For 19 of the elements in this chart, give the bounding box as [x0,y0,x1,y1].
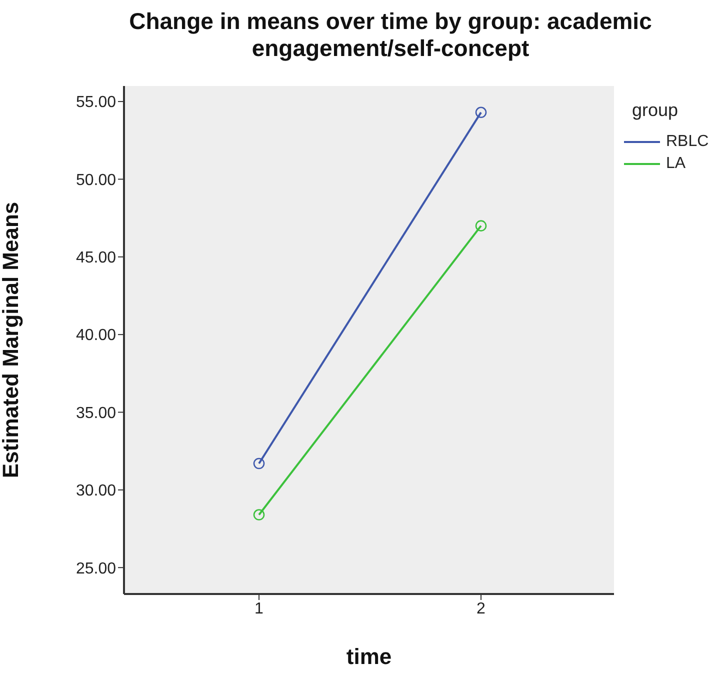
y-tick-label: 25.00 [76,560,116,578]
y-tick-label: 30.00 [76,482,116,500]
legend-label: RBLC [666,133,709,151]
y-tick-label: 35.00 [76,404,116,422]
y-tick-label: 45.00 [76,250,116,267]
point [253,509,265,520]
x-tick-label: 1 [254,600,264,618]
x-tick-label: 2 [476,600,486,618]
y-tick-label: 50.00 [76,172,116,189]
legend-title: group [632,100,680,121]
point [475,220,487,232]
y-tick-label: 40.00 [76,327,116,344]
point [253,458,265,470]
chart-title: Change in means over time by group: academic engagement/self-concept [129,8,652,61]
x-axis-title: time [346,644,392,669]
y-tick-label: 55.00 [76,94,116,112]
y-axis-title: Estimated Marginal Means [0,202,23,478]
legend-label: LA [666,155,686,173]
point [475,106,487,118]
